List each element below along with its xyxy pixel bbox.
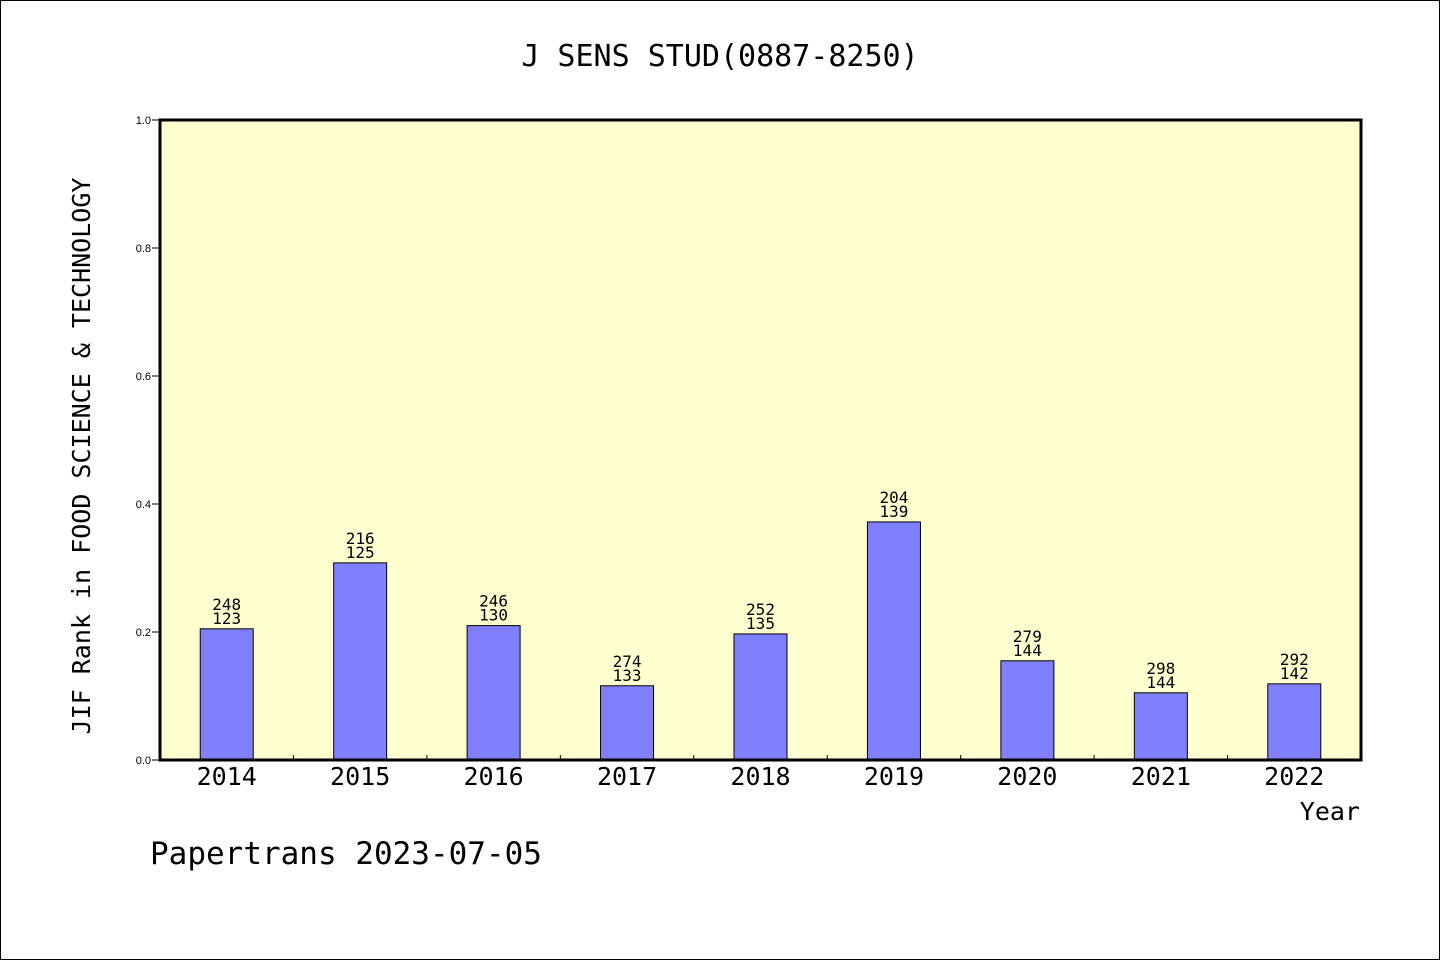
x-tick-label: 2016 [464, 762, 524, 791]
y-axis: 0.0 0.2 0.4 0.6 0.8 1.0 [136, 115, 160, 767]
x-tick-label: 2020 [997, 762, 1057, 791]
x-tick-label: 2022 [1264, 762, 1324, 791]
bar-2017 [600, 685, 655, 761]
bar-2019 [866, 521, 921, 761]
bar-label-top: 246 [479, 592, 508, 611]
watermark-text: Papertrans 2023-07-05 [150, 836, 542, 872]
bar-label-bottom: 130 [479, 606, 508, 625]
bar-label-bottom: 133 [613, 666, 642, 685]
bar-label-top: 204 [879, 488, 908, 507]
bar-label-bottom: 139 [879, 502, 908, 521]
bar-label-bottom: 144 [1013, 641, 1042, 660]
chart-title: J SENS STUD(0887-8250) [521, 39, 918, 74]
bar-label-top: 298 [1146, 659, 1175, 678]
y-tick-label: 0.4 [136, 499, 151, 511]
x-tick-label: 2015 [330, 762, 390, 791]
bar-2016 [466, 625, 521, 761]
x-tick-label: 2014 [197, 762, 257, 791]
y-tick-label: 0.2 [136, 627, 151, 639]
x-axis: 2014 2015 2016 2017 2018 2019 2020 2021 2022 [197, 755, 1324, 791]
bar-2014 [199, 628, 254, 761]
x-tick-label: 2021 [1131, 762, 1191, 791]
bar-label-top: 279 [1013, 627, 1042, 646]
x-axis-label: Year [1300, 797, 1360, 826]
y-tick-label: 0.0 [136, 755, 151, 767]
bar-label-bottom: 142 [1280, 664, 1309, 683]
plot-border [158, 118, 1363, 762]
bar-2022 [1267, 683, 1322, 761]
bar-label-bottom: 125 [346, 543, 375, 562]
bar-label-top: 216 [346, 529, 375, 548]
y-tick-label: 0.8 [136, 243, 151, 255]
bar-label-top: 274 [613, 652, 642, 671]
y-tick-label: 1.0 [136, 115, 151, 127]
bar-label-top: 248 [212, 595, 241, 614]
y-tick-label: 0.6 [136, 371, 151, 383]
bar-label-top: 292 [1280, 650, 1309, 669]
y-axis-label: JIF Rank in FOOD SCIENCE & TECHNOLOGY [67, 178, 96, 735]
bar-label-bottom: 135 [746, 614, 775, 633]
bar-2021 [1133, 692, 1188, 761]
bar-labels-group: 2481232161252461302741332521352041392791… [212, 488, 1308, 692]
bars-group [199, 521, 1322, 761]
bar-label-bottom: 144 [1146, 673, 1175, 692]
x-tick-label: 2019 [864, 762, 924, 791]
bar-label-bottom: 123 [212, 609, 241, 628]
x-tick-label: 2018 [730, 762, 790, 791]
x-tick-label: 2017 [597, 762, 657, 791]
bar-label-top: 252 [746, 600, 775, 619]
bar-2018 [733, 633, 788, 761]
bar-2015 [333, 562, 388, 761]
bar-2020 [1000, 660, 1055, 761]
